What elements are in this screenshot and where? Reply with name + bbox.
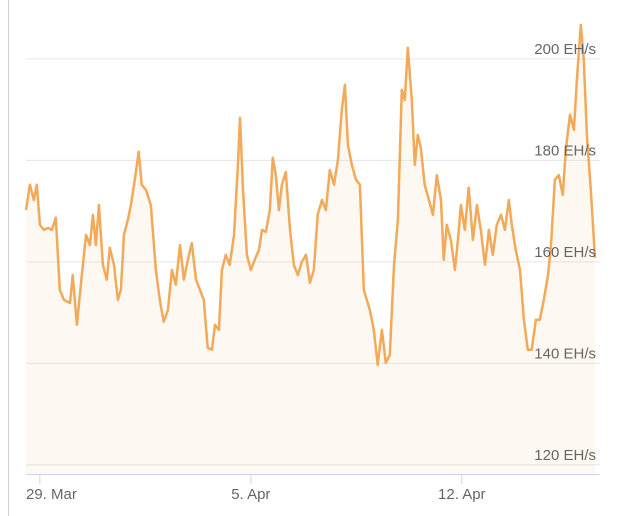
area-fill bbox=[26, 24, 595, 475]
x-tick-label: 29. Mar bbox=[26, 486, 77, 503]
y-tick-label: 120 EH/s bbox=[534, 447, 596, 464]
y-tick-label: 180 EH/s bbox=[534, 142, 596, 159]
y-tick-label: 160 EH/s bbox=[534, 244, 596, 261]
y-tick-label: 200 EH/s bbox=[534, 41, 596, 58]
x-tick-label: 12. Apr bbox=[438, 486, 486, 503]
x-tick-label: 5. Apr bbox=[231, 486, 270, 503]
y-tick-label: 140 EH/s bbox=[534, 345, 596, 362]
line bbox=[24, 23, 597, 367]
